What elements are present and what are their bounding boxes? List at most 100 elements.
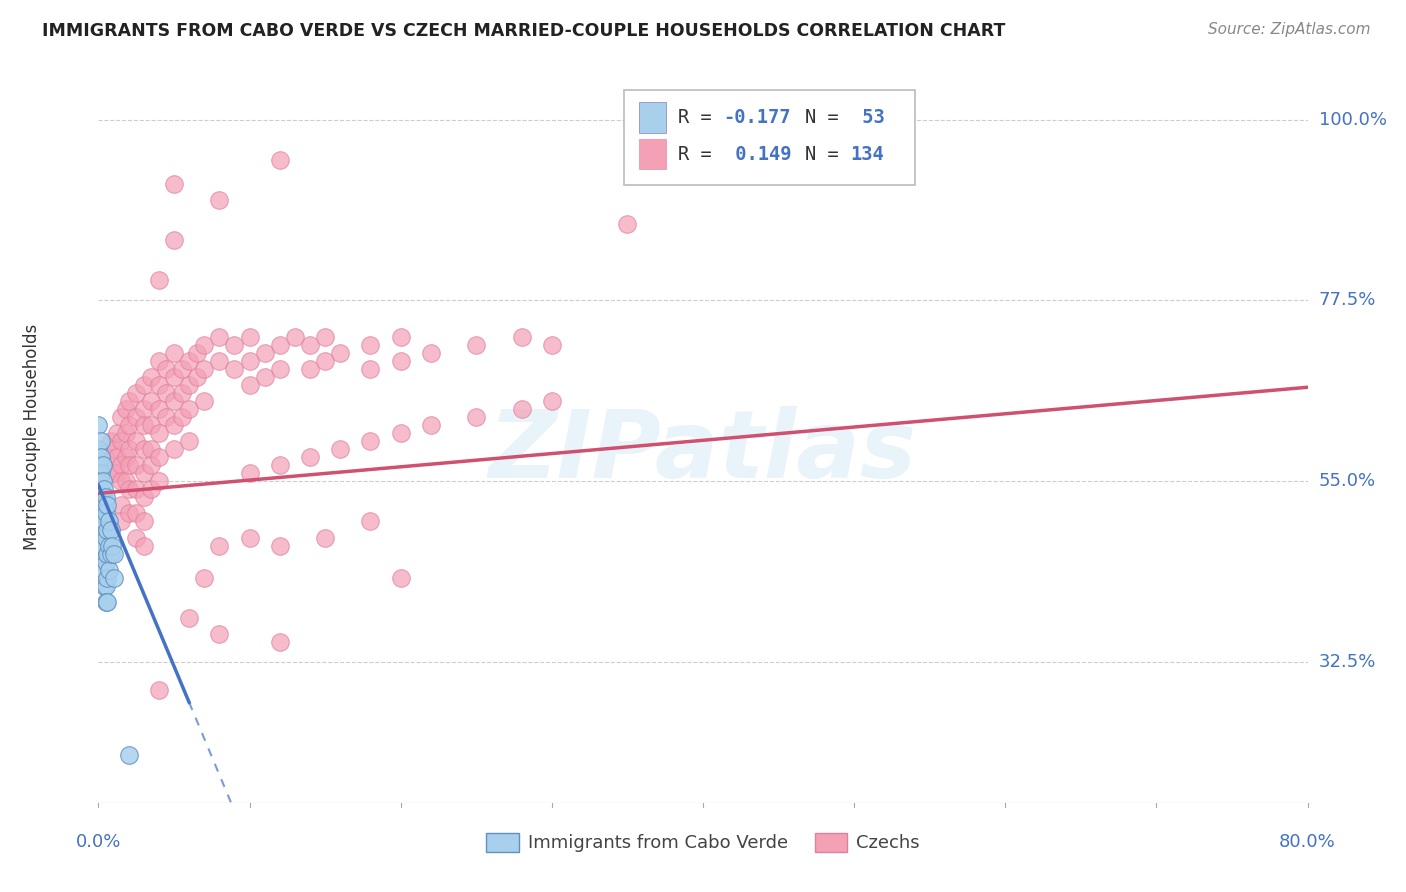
Point <box>239 329 262 343</box>
Point <box>91 539 114 553</box>
Point <box>465 409 488 424</box>
Point <box>90 499 112 513</box>
Point <box>155 409 177 424</box>
Point <box>87 458 110 473</box>
Text: Married-couple Households: Married-couple Households <box>22 324 41 550</box>
Point <box>389 425 412 440</box>
Point <box>125 434 148 449</box>
Point <box>179 611 201 625</box>
Point <box>269 635 291 649</box>
Point <box>96 571 118 585</box>
Point <box>208 539 231 553</box>
Point <box>132 467 155 481</box>
Point <box>94 595 117 609</box>
Point <box>87 491 110 505</box>
Point <box>148 475 170 489</box>
Point <box>132 442 155 457</box>
Point <box>110 409 132 424</box>
Point <box>87 483 110 497</box>
Point <box>148 401 170 416</box>
Point <box>98 515 121 529</box>
Point <box>93 499 115 513</box>
Point <box>96 595 118 609</box>
Point <box>170 385 193 400</box>
Point <box>125 483 148 497</box>
Point <box>125 507 148 521</box>
Point <box>155 361 177 376</box>
Point <box>118 747 141 762</box>
Point <box>96 547 118 561</box>
Point <box>314 353 336 368</box>
Point <box>110 515 132 529</box>
Point <box>118 393 141 408</box>
Point <box>141 442 163 457</box>
Point <box>105 450 128 465</box>
Point <box>148 353 170 368</box>
Point <box>125 385 148 400</box>
Point <box>148 377 170 392</box>
Point <box>100 547 122 561</box>
Point <box>132 377 155 392</box>
Point <box>94 450 117 465</box>
Point <box>90 515 112 529</box>
Point <box>125 458 148 473</box>
Point <box>87 442 110 457</box>
Point <box>299 337 322 351</box>
Point <box>141 483 163 497</box>
Point <box>163 369 186 384</box>
Point <box>540 393 562 408</box>
Point <box>163 442 186 457</box>
Point <box>208 329 231 343</box>
Point <box>87 467 110 481</box>
Point <box>170 409 193 424</box>
Point <box>118 417 141 432</box>
Point <box>91 507 114 521</box>
Point <box>91 491 114 505</box>
Point <box>93 515 115 529</box>
Point <box>510 329 533 343</box>
Point <box>179 401 201 416</box>
Point <box>91 523 114 537</box>
Point <box>94 555 117 569</box>
Point <box>125 409 148 424</box>
Point <box>141 458 163 473</box>
Point <box>87 499 110 513</box>
Text: R =: R = <box>678 145 723 163</box>
Point <box>163 393 186 408</box>
FancyBboxPatch shape <box>638 102 665 133</box>
Point <box>269 337 291 351</box>
Point <box>87 515 110 529</box>
Point <box>193 393 215 408</box>
Point <box>87 547 110 561</box>
Text: 100.0%: 100.0% <box>1319 111 1386 128</box>
Point <box>93 539 115 553</box>
Point <box>360 361 382 376</box>
Point <box>100 434 122 449</box>
Text: 0.149: 0.149 <box>724 145 792 163</box>
Point <box>90 483 112 497</box>
Point <box>87 417 110 432</box>
Point <box>103 547 125 561</box>
Point <box>148 425 170 440</box>
Point <box>105 467 128 481</box>
Point <box>118 483 141 497</box>
Point <box>132 417 155 432</box>
Point <box>94 531 117 545</box>
Point <box>141 417 163 432</box>
Point <box>208 193 231 207</box>
Point <box>94 579 117 593</box>
Point <box>224 361 246 376</box>
Point <box>101 539 124 553</box>
Point <box>163 177 186 191</box>
Point <box>186 345 208 359</box>
Point <box>163 345 186 359</box>
Point <box>90 547 112 561</box>
Point <box>105 425 128 440</box>
Point <box>103 467 125 481</box>
Point <box>193 337 215 351</box>
Point <box>284 329 307 343</box>
Text: Source: ZipAtlas.com: Source: ZipAtlas.com <box>1208 22 1371 37</box>
Point <box>299 361 322 376</box>
Text: -0.177: -0.177 <box>724 108 792 127</box>
Text: IMMIGRANTS FROM CABO VERDE VS CZECH MARRIED-COUPLE HOUSEHOLDS CORRELATION CHART: IMMIGRANTS FROM CABO VERDE VS CZECH MARR… <box>42 22 1005 40</box>
